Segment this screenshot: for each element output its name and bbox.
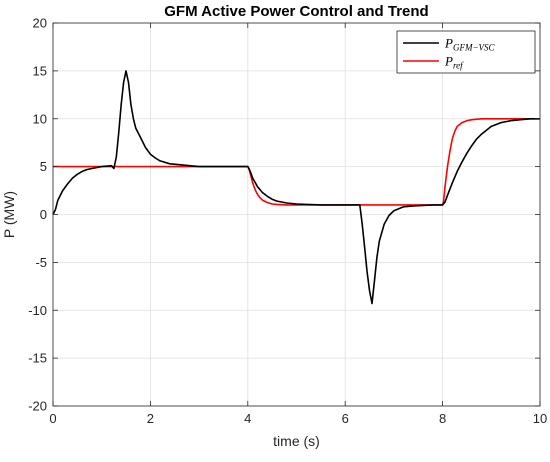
legend-label-subscript: GFM−VSC — [453, 43, 496, 53]
legend-label-main: P — [444, 54, 453, 69]
y-tick-label: -5 — [35, 255, 47, 270]
y-tick-label: 15 — [33, 63, 47, 78]
y-tick-label: -10 — [28, 303, 47, 318]
legend-label-main: P — [444, 36, 453, 51]
x-tick-label: 10 — [533, 411, 547, 426]
y-tick-label: 10 — [33, 111, 47, 126]
x-tick-labels: 0 2 4 6 8 10 — [49, 411, 547, 426]
y-tick-label: 20 — [33, 16, 47, 31]
legend-label: PGFM−VSC — [444, 36, 496, 53]
y-tick-label: 0 — [40, 207, 47, 222]
series-group — [52, 70, 540, 305]
x-tick-label: 6 — [342, 411, 349, 426]
y-axis-label: P (MW) — [1, 191, 17, 238]
y-tick-label: -15 — [28, 351, 47, 366]
chart-title: GFM Active Power Control and Trend — [164, 3, 428, 20]
legend-label-subscript: ref — [453, 61, 464, 71]
tick-marks — [52, 22, 541, 407]
y-tick-label: 5 — [40, 159, 47, 174]
x-tick-label: 8 — [439, 411, 446, 426]
series-line-p-gfm-vsc — [52, 70, 540, 305]
legend-box — [396, 30, 536, 74]
y-tick-labels: -20 -15 -10 -5 0 5 10 15 20 — [28, 16, 47, 414]
x-tick-label: 2 — [147, 411, 154, 426]
x-tick-label: 4 — [244, 411, 251, 426]
y-tick-label: -20 — [28, 399, 47, 414]
legend-label: Pref — [444, 54, 464, 71]
x-tick-label: 0 — [49, 411, 56, 426]
x-axis-label: time (s) — [273, 433, 320, 449]
